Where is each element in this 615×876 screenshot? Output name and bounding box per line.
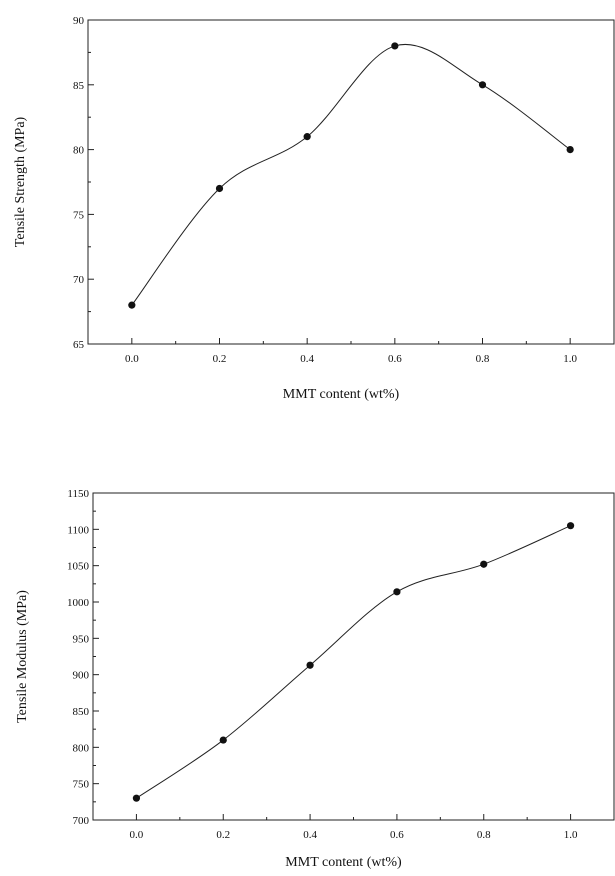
modulus-data-point: [566, 522, 575, 530]
strength-x-tick-label: 0.0: [125, 353, 139, 365]
modulus-series-line: [136, 525, 571, 799]
strength-data-point: [215, 184, 224, 193]
strength-data-point: [566, 146, 574, 154]
modulus-x-tick-label: 0.2: [216, 829, 230, 841]
modulus-y-tick-label: 750: [73, 779, 90, 791]
modulus-y-tick-label: 700: [73, 815, 90, 827]
strength-x-tick-label: 0.4: [300, 353, 314, 365]
strength-plot-frame: [87, 19, 615, 345]
strength-y-tick-label: 65: [73, 339, 85, 351]
modulus-y-tick-label: 900: [73, 670, 90, 682]
strength-series-line: [131, 43, 571, 306]
modulus-x-tick-label: 0.6: [390, 829, 404, 841]
strength-y-tick-label: 70: [73, 274, 85, 286]
strength-y-tick-label: 75: [73, 209, 85, 221]
strength-x-axis-label: MMT content (wt%): [283, 387, 400, 402]
strength-x-tick-label: 0.2: [213, 353, 227, 365]
modulus-x-axis-label: MMT content (wt%): [285, 855, 402, 870]
strength-data-point: [478, 81, 487, 89]
strength-y-tick-label: 85: [73, 80, 85, 92]
modulus-x-tick-label: 0.4: [303, 829, 317, 841]
strength-data-point: [391, 42, 399, 50]
modulus-data-point: [306, 661, 314, 669]
modulus-x-tick-label: 0.8: [477, 829, 491, 841]
modulus-y-tick-label: 950: [73, 633, 90, 645]
modulus-data-point: [393, 588, 401, 596]
modulus-y-tick-label: 800: [73, 742, 90, 754]
modulus-chart: 0.0 0.2 0.4 0.6 0.8 1.0 700 750 800 850 900 950 1000…: [15, 488, 615, 870]
modulus-x-tick-label: 0.0: [130, 829, 144, 841]
strength-data-point: [128, 301, 136, 309]
modulus-y-tick-label: 1050: [67, 561, 90, 573]
strength-y-tick-label: 80: [73, 145, 85, 157]
strength-data-point: [303, 133, 311, 141]
strength-x-tick-label: 0.6: [388, 353, 402, 365]
modulus-y-tick-label: 1100: [67, 524, 89, 536]
modulus-x-tick-label: 1.0: [564, 829, 578, 841]
strength-chart: 0.0 0.2 0.4 0.6 0.8 1.0 65 70 75 80 85 90 MMT conten…: [13, 15, 615, 402]
modulus-y-tick-label: 1000: [67, 597, 90, 609]
strength-y-axis-label: Tensile Strength (MPa): [13, 116, 28, 247]
modulus-y-axis-label: Tensile Modulus (MPa): [15, 590, 30, 723]
modulus-y-tick-label: 850: [73, 706, 90, 718]
strength-y-tick-label: 90: [73, 15, 85, 27]
strength-x-tick-label: 1.0: [563, 353, 577, 365]
modulus-y-tick-label: 1150: [67, 488, 89, 500]
modulus-data-point: [132, 794, 141, 802]
modulus-data-point: [219, 736, 227, 744]
strength-x-tick-label: 0.8: [476, 353, 490, 365]
modulus-data-point: [480, 560, 488, 568]
